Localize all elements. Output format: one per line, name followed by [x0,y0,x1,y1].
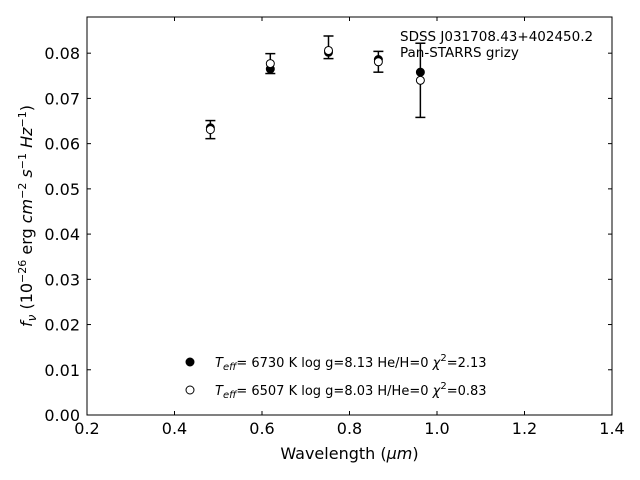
y-tick-label: 0.04 [44,225,80,244]
x-tick-label: 0.6 [249,419,274,438]
y-tick-label: 0.01 [44,361,80,380]
survey-annotation: Pan-STARRS grizy [400,45,519,61]
h-model-point [415,75,425,85]
x-tick-label: 0.8 [337,419,362,438]
y-tick-label: 0.08 [44,44,80,63]
legend-entry-text: Teff= 6507 K log g=8.03 H/He=0 χ2=0.83 [215,381,487,401]
x-axis-label: Wavelength (μm) [280,444,418,463]
h-model-point [373,57,383,67]
x-tick-label: 1.0 [424,419,449,438]
he-model-point [415,67,425,77]
h-model-point [265,59,275,69]
y-tick-label: 0.07 [44,89,80,108]
legend: Teff= 6730 K log g=8.13 He/H=0 χ2=2.13 Te… [185,353,487,401]
object-name-annotation: SDSS J031708.43+402450.2 [400,29,593,45]
legend-entry-text: Teff= 6730 K log g=8.13 He/H=0 χ2=2.13 [215,353,487,373]
x-tick-label: 0.2 [74,419,99,438]
x-tick-label: 0.4 [162,419,187,438]
plot-area [205,35,426,140]
legend-marker-open [185,385,195,395]
x-tick-label: 1.2 [512,419,537,438]
y-tick-label: 0.05 [44,180,80,199]
y-tick-label: 0.03 [44,270,80,289]
y-tick-label: 0.06 [44,135,80,154]
h-model-point [324,45,333,55]
x-tick-label: 1.4 [599,419,624,438]
legend-marker-filled [185,357,195,367]
x-axis: 0.2 0.4 0.6 0.8 1.0 1.2 1.4 [74,17,625,438]
y-tick-label: 0.02 [44,316,80,335]
y-axis-label: fν (10−26 erg cm−2 s−1 Hz−1) [16,105,39,327]
y-tick-label: 0.00 [44,406,80,425]
y-axis: 0.00 0.01 0.02 0.03 0.04 0.05 0.06 0.07 0.08 [44,44,612,425]
h-model-point [205,125,215,135]
